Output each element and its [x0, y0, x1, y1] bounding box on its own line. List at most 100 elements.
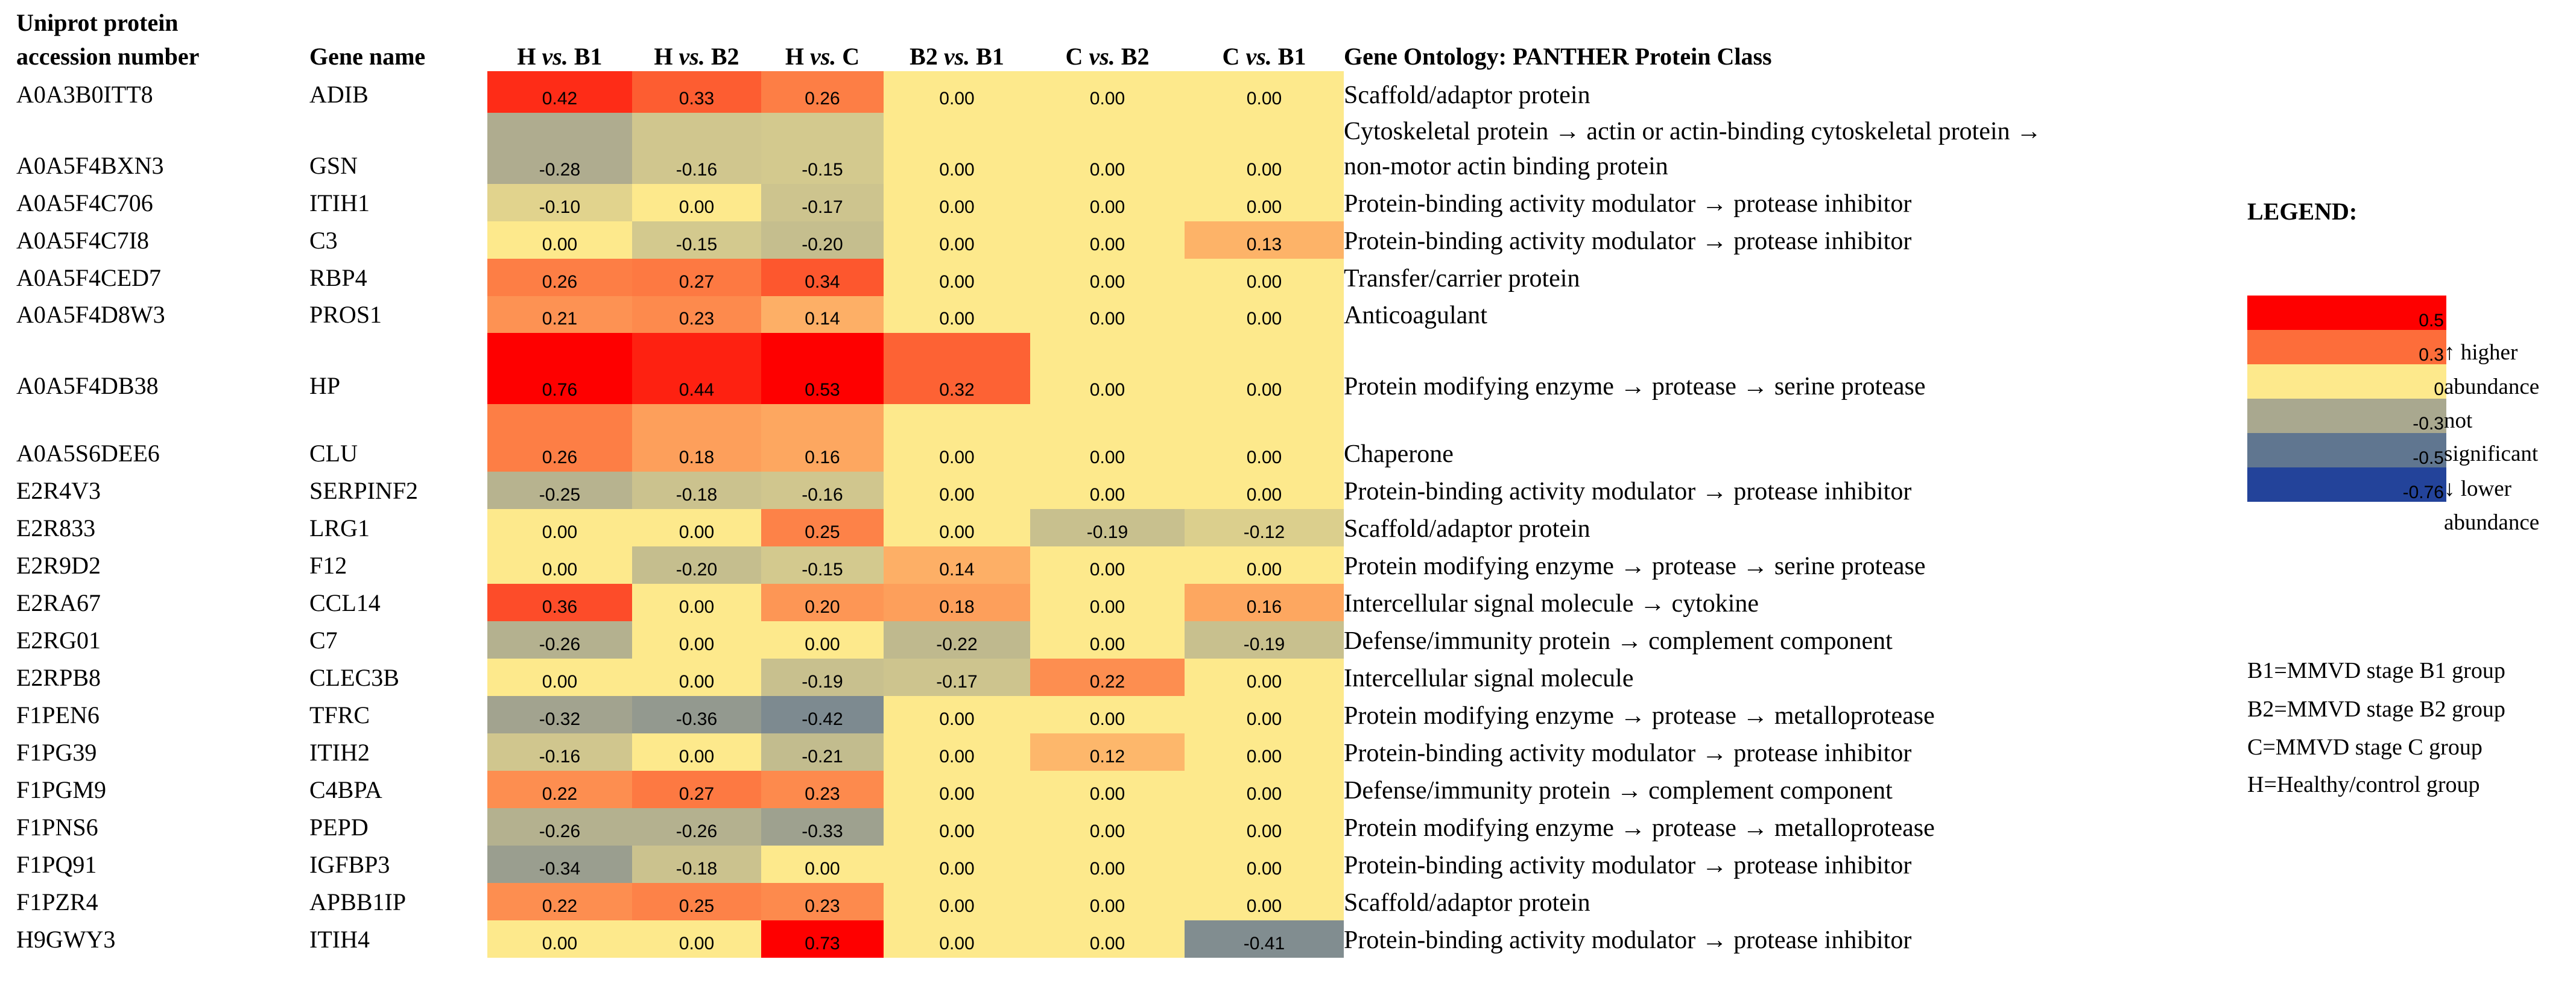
ontology-label: Protein modifying enzyme → protease → me… [1344, 814, 1935, 842]
ontology-label: Transfer/carrier protein [1344, 265, 1580, 293]
gene-label: SERPINF2 [309, 477, 419, 504]
gene-label: IGFBP3 [309, 851, 390, 878]
heat-cell-IGFBP3-6 [1185, 846, 1344, 883]
cell-value: 0.27 [679, 784, 715, 804]
heat-cell-PEPD-3 [761, 808, 884, 846]
heat-cell-RBP4-5 [1030, 259, 1185, 296]
heat-cell-LRG1-1 [487, 509, 632, 546]
heat-cell-PROS1-5 [1030, 296, 1185, 333]
heat-cell-C3-1 [487, 221, 632, 259]
heat-cell-APBB1IP-6 [1185, 883, 1344, 920]
cell-value: 0.16 [1246, 597, 1282, 617]
cell-value: -0.18 [676, 485, 718, 505]
heat-cell-CLU-5 [1030, 404, 1185, 472]
cell-value: 0.00 [542, 235, 578, 255]
heat-cell-F12-4 [884, 546, 1030, 584]
cell-value: 0.00 [1246, 89, 1282, 109]
heat-cell-LRG1-4 [884, 509, 1030, 546]
heat-cell-C7-4 [884, 621, 1030, 659]
heat-cell-TFRC-5 [1030, 696, 1185, 733]
cell-value: -0.26 [539, 634, 581, 654]
cell-value: 0.00 [679, 672, 715, 692]
definition-b1: B1=MMVD stage B1 group [2247, 658, 2505, 683]
heat-cell-IGFBP3-2 [632, 846, 761, 883]
cell-value: -0.12 [1243, 522, 1285, 542]
heat-cell-GSN-4 [884, 113, 1030, 184]
heat-cell-CCL14-5 [1030, 584, 1185, 621]
cell-value: 0.00 [939, 709, 975, 729]
cell-value: 0.00 [939, 859, 975, 879]
cell-value: 0.23 [805, 896, 840, 916]
legend-value: -0.76 [2402, 482, 2444, 502]
definition-c: C=MMVD stage C group [2247, 735, 2483, 760]
cell-value: 0.00 [1089, 896, 1125, 916]
ontology-label: Protein modifying enzyme → protease → se… [1344, 373, 1926, 400]
ontology-label: Defense/immunity protein → complement co… [1344, 777, 1893, 805]
heat-cell-ITIH4-3 [761, 920, 884, 958]
heat-cell-GSN-6 [1185, 113, 1344, 184]
accession-label: E2R4V3 [16, 477, 101, 504]
heat-cell-F12-3 [761, 546, 884, 584]
cell-value: 0.00 [1089, 709, 1125, 729]
cell-value: -0.16 [802, 485, 843, 505]
accession-label: A0A5F4C7I8 [16, 227, 150, 254]
legend-swatch-4 [2247, 399, 2446, 433]
cell-value: 0.00 [939, 896, 975, 916]
cell-value: 0.00 [939, 197, 975, 217]
heat-cell-ADIB-3 [761, 71, 884, 113]
heat-cell-C7-3 [761, 621, 884, 659]
comparison-header-4: B2 vs. B1 [910, 43, 1004, 70]
legend-value: -0.5 [2413, 448, 2444, 468]
gene-label: ITIH2 [309, 739, 370, 766]
cell-value: 0.00 [1246, 160, 1282, 180]
heat-cell-C7-2 [632, 621, 761, 659]
cell-value: 0.27 [679, 272, 715, 292]
cell-value: 0.20 [805, 597, 840, 617]
legend-higher-line2: abundance [2444, 375, 2540, 399]
heat-cell-APBB1IP-1 [487, 883, 632, 920]
ontology-label: Intercellular signal molecule [1344, 665, 1634, 692]
heat-cell-TFRC-6 [1185, 696, 1344, 733]
heat-cell-CLEC3B-3 [761, 659, 884, 696]
accession-label: A0A5F4DB38 [16, 372, 159, 399]
legend-value: 0.5 [2419, 311, 2444, 331]
heat-cell-PROS1-3 [761, 296, 884, 333]
gene-label: CLEC3B [309, 664, 399, 691]
heat-cell-ITIH4-6 [1185, 920, 1344, 958]
cell-value: 0.42 [542, 89, 578, 109]
legend-swatch-5 [2247, 433, 2446, 467]
cell-value: 0.00 [1246, 485, 1282, 505]
accession-label: F1PQ91 [16, 851, 97, 878]
legend-value: -0.3 [2413, 414, 2444, 434]
accession-label: A0A3B0ITT8 [16, 81, 153, 108]
heat-cell-LRG1-3 [761, 509, 884, 546]
cell-value: 0.00 [1246, 784, 1282, 804]
heat-cell-F12-5 [1030, 546, 1185, 584]
cell-value: 0.34 [805, 272, 840, 292]
gene-label: HP [309, 372, 341, 399]
legend-lower-line1: ↓ lower [2444, 476, 2511, 501]
heat-cell-C4BPA-4 [884, 771, 1030, 808]
cell-value: -0.19 [1086, 522, 1128, 542]
heat-cell-C3-4 [884, 221, 1030, 259]
heat-cell-PROS1-4 [884, 296, 1030, 333]
cell-value: 0.00 [1089, 380, 1125, 400]
heat-cell-ITIH2-6 [1185, 733, 1344, 771]
gene-label: APBB1IP [309, 888, 407, 916]
cell-value: 0.23 [805, 784, 840, 804]
heat-cell-PEPD-5 [1030, 808, 1185, 846]
ontology-label: Intercellular signal molecule → cytokine [1344, 590, 1759, 618]
cell-value: 0.00 [679, 934, 715, 954]
cell-value: 0.00 [542, 522, 578, 542]
heat-cell-HP-5 [1030, 333, 1185, 404]
definition-h: H=Healthy/control group [2247, 772, 2480, 797]
heat-cell-HP-2 [632, 333, 761, 404]
cell-value: -0.28 [539, 160, 581, 180]
cell-value: 0.14 [939, 560, 975, 580]
ontology-label: Protein modifying enzyme → protease → se… [1344, 552, 1926, 580]
definition-b2: B2=MMVD stage B2 group [2247, 697, 2505, 722]
comparison-header-1: H vs. B1 [517, 43, 603, 70]
header-ontology: Gene Ontology: PANTHER Protein Class [1344, 43, 1772, 70]
cell-value: 0.00 [805, 634, 840, 654]
